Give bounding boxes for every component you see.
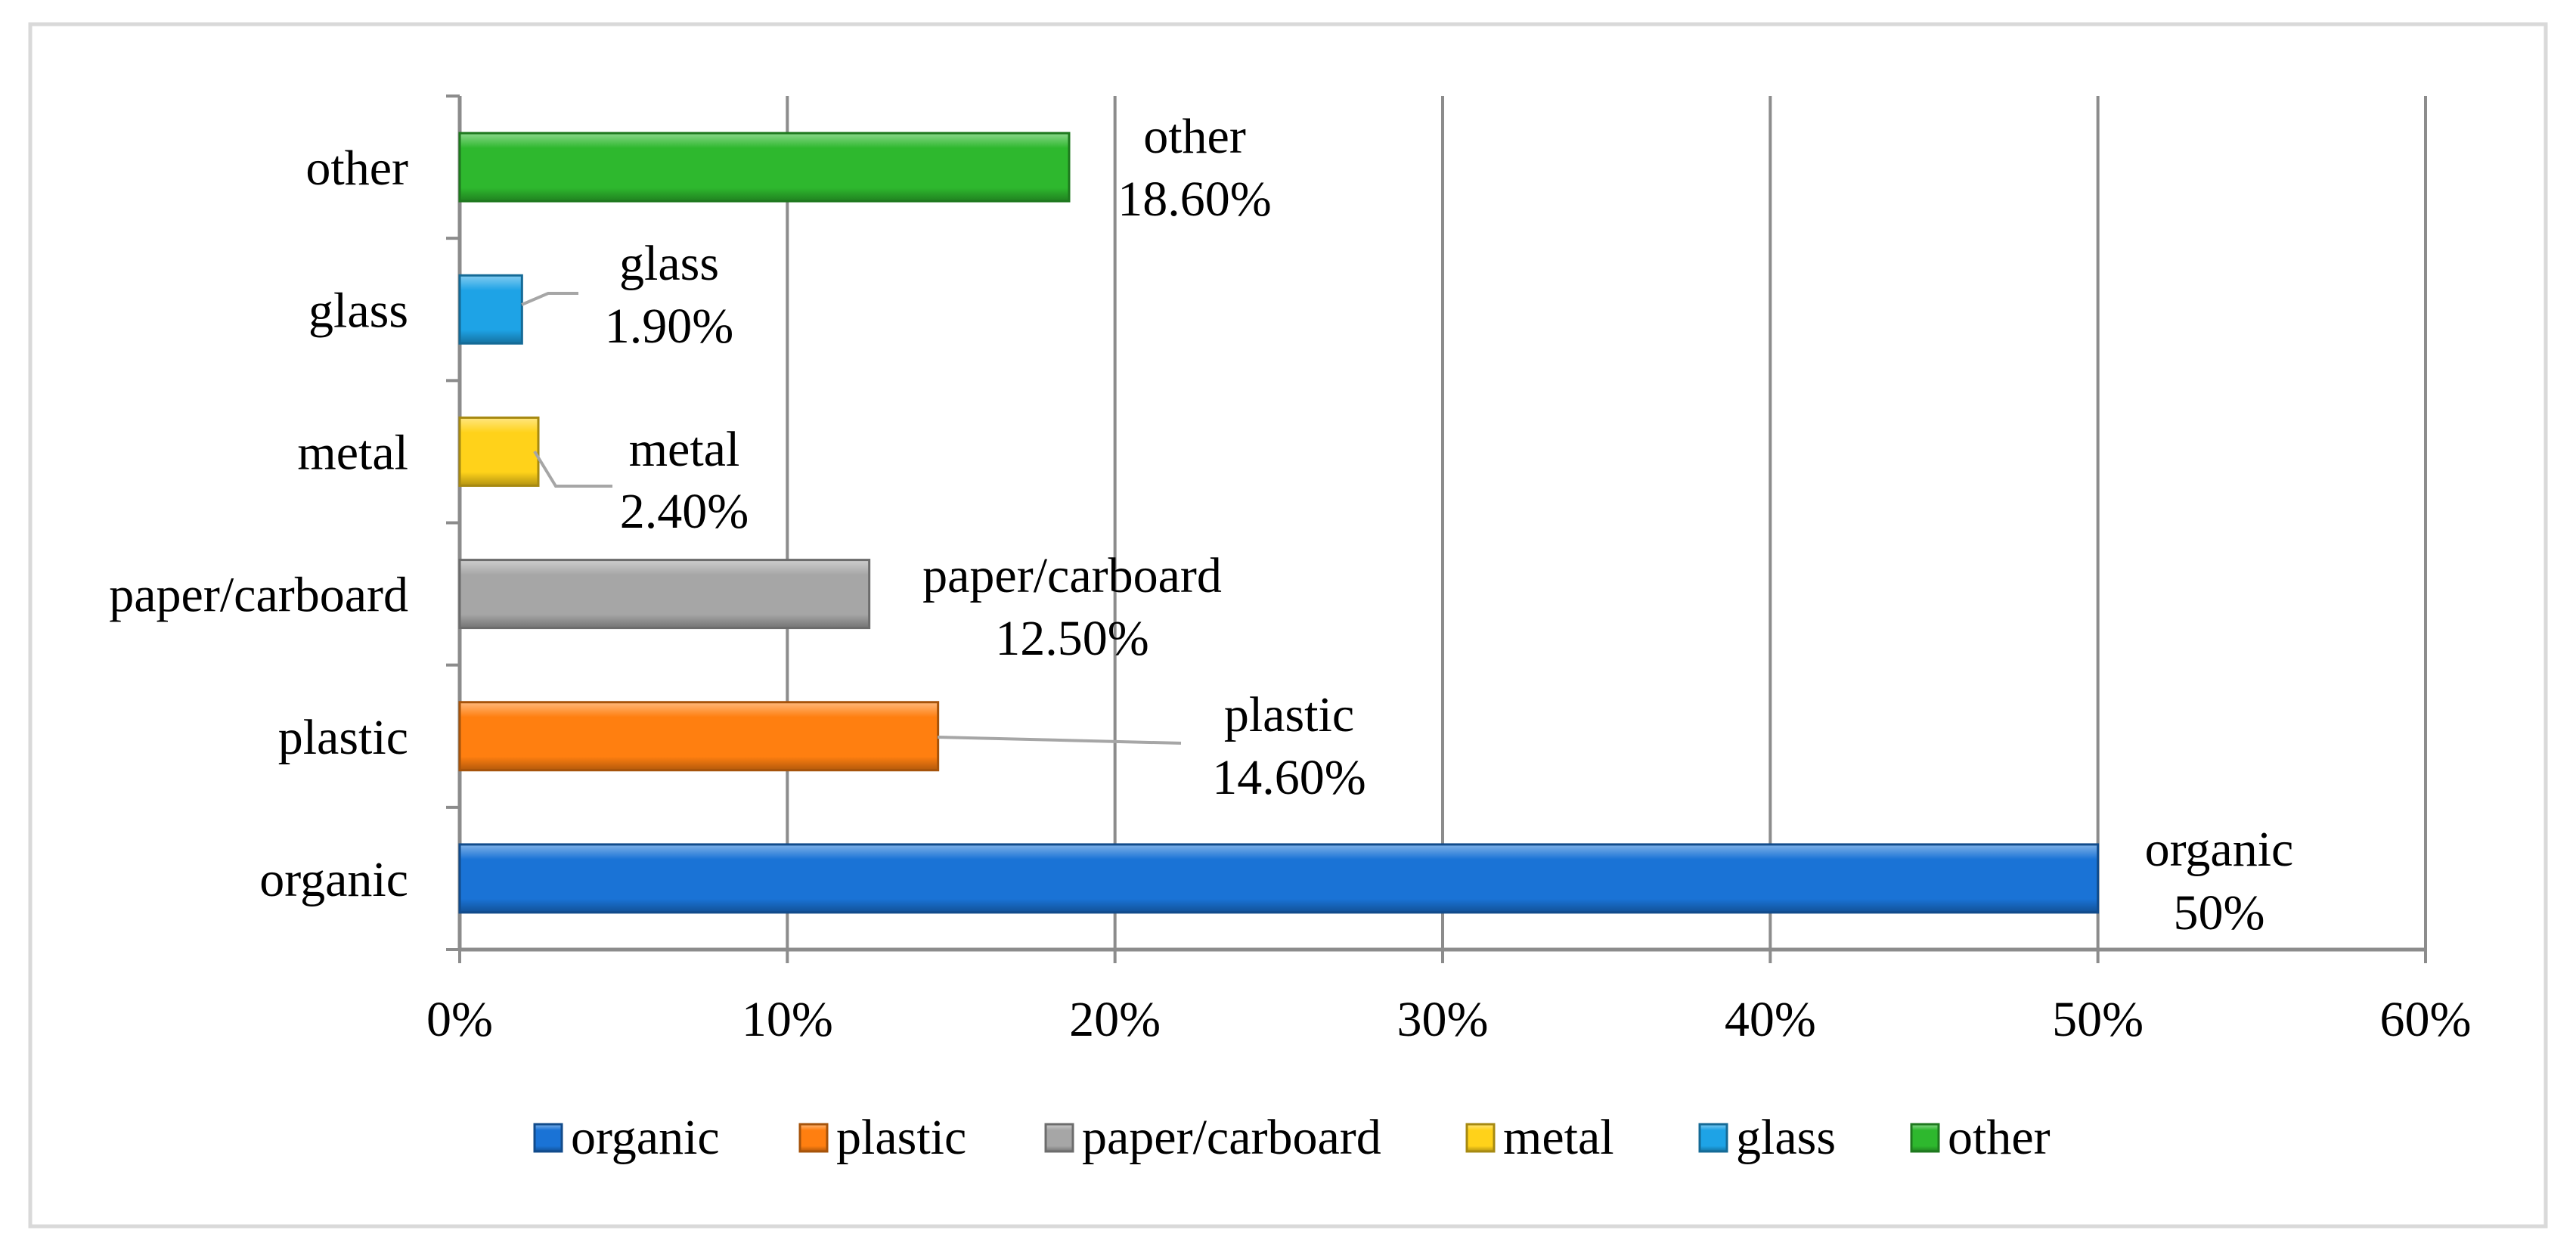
legend: organic plastic paper/carboard metal glass ot… — [533, 1110, 2051, 1165]
data-label-name-plastic: plastic — [1224, 687, 1354, 742]
axes — [446, 95, 2427, 963]
bar-other — [458, 132, 1071, 203]
x-tick-label: 40% — [1725, 992, 1816, 1047]
data-label-name-glass: glass — [619, 236, 719, 291]
category-label-metal: metal — [297, 425, 408, 480]
category-label-glass: glass — [308, 283, 408, 338]
data-label-value-plastic: 14.60% — [1212, 750, 1365, 805]
legend-label-plastic: plastic — [836, 1110, 966, 1165]
leader-line-metal — [533, 450, 612, 488]
gridlines — [786, 96, 2427, 950]
data-label-name-organic: organic — [2145, 822, 2294, 877]
x-tick-label: 20% — [1069, 992, 1161, 1047]
bar-plastic — [458, 701, 940, 772]
bar-organic — [458, 843, 2100, 914]
legend-label-paper-carboard: paper/carboard — [1082, 1110, 1381, 1165]
tick-labels: 0% 10% 20% 30% 40% 50% 60% organic plastic paper/… — [109, 141, 2471, 1047]
data-label-value-organic: 50% — [2174, 885, 2265, 941]
bars — [458, 132, 2100, 914]
x-tick-label: 10% — [742, 992, 833, 1047]
bar-paper-carboard — [458, 559, 871, 630]
bar-glass — [458, 274, 523, 345]
legend-label-metal: metal — [1503, 1110, 1614, 1165]
legend-swatch-other — [1910, 1123, 1940, 1153]
data-label-name-metal: metal — [629, 422, 740, 477]
data-label-name-other: other — [1143, 109, 1246, 164]
x-tick-label: 50% — [2052, 992, 2144, 1047]
legend-swatch-organic — [533, 1123, 563, 1153]
data-label-name-paper-carboard: paper/carboard — [922, 548, 1222, 603]
legend-label-organic: organic — [571, 1110, 720, 1165]
x-tick-label: 30% — [1397, 992, 1489, 1047]
bar-metal — [458, 416, 540, 487]
category-label-plastic: plastic — [278, 710, 408, 765]
data-label-value-glass: 1.90% — [605, 299, 733, 354]
data-labels: organic 50% plastic 14.60% paper/carboard 12.… — [521, 109, 2294, 941]
legend-swatch-glass — [1698, 1123, 1728, 1153]
leader-line-glass — [521, 292, 578, 306]
legend-swatch-plastic — [798, 1123, 829, 1153]
category-label-paper-carboard: paper/carboard — [109, 568, 408, 623]
legend-label-other: other — [1948, 1110, 2051, 1165]
data-label-value-metal: 2.40% — [620, 484, 749, 539]
category-label-other: other — [305, 141, 408, 196]
chart-border — [28, 22, 2548, 1229]
x-tick-label: 0% — [426, 992, 493, 1047]
legend-swatch-metal — [1465, 1123, 1496, 1153]
x-tick-label: 60% — [2380, 992, 2472, 1047]
data-label-value-other: 18.60% — [1118, 172, 1271, 227]
data-label-value-paper-carboard: 12.50% — [995, 611, 1149, 666]
legend-swatch-paper-carboard — [1044, 1123, 1074, 1153]
leader-line-plastic — [937, 736, 1182, 745]
category-label-organic: organic — [259, 852, 408, 907]
legend-label-glass: glass — [1736, 1110, 1836, 1165]
